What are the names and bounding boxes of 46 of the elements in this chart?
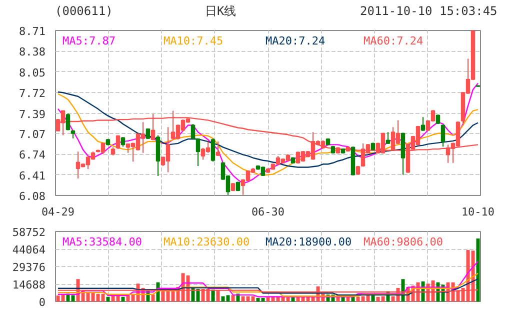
text: MA60:7.24 [364,34,424,48]
text: MA60:9806.00 [364,236,443,248]
bar [231,295,235,302]
y-tick-label: 6.74 [19,148,46,162]
candlestick [156,134,160,177]
candlestick [440,124,446,148]
y-tick-label: 6.41 [19,169,46,182]
text: MA10:23630.00 [164,236,250,248]
y-tick-label: 29376 [12,261,46,274]
y-tick-label: 58752 [12,226,46,239]
chart-title: (000611) [55,3,113,20]
x-tick-label: 06-30 [251,206,285,218]
candlestick [436,114,440,124]
bar [106,296,110,302]
bar [371,296,375,302]
text: MA20:18900.00 [266,236,352,248]
text: MA5:33584.00 [62,236,142,248]
bar [121,296,125,302]
text: 日K线 [205,3,236,20]
line-series [57,82,479,184]
x-tick-label: 04-29 [41,206,75,218]
y-tick-label: 8.38 [19,46,46,59]
y-tick-label: 6.08 [19,190,46,203]
candlestick [116,134,120,150]
y-tick-label: 7.72 [19,87,46,100]
line-series [57,278,479,296]
text: MA20:7.24 [266,34,326,48]
y-tick-label: 14688 [12,278,46,292]
y-tick-label: 8.71 [19,25,46,38]
bar [476,238,480,302]
line-series [57,260,479,298]
text: MA10:7.45 [164,34,224,48]
candlestick [66,112,70,131]
candlestick [210,138,216,162]
x-tick-label: 10-10 [461,206,495,218]
text: MA5:7.87 [62,34,116,48]
y-tick-label: 7.39 [19,108,46,121]
y-tick-label: 0 [38,296,46,309]
y-tick-label: 8.05 [19,66,46,80]
y-tick-label: 7.07 [19,128,46,141]
bar [151,294,155,302]
candlestick [420,116,426,132]
candlestick [120,136,126,148]
text: 2011-10-10 15:03:45 [360,3,498,20]
y-tick-label: 44064 [12,244,46,256]
candlestick [216,141,220,156]
